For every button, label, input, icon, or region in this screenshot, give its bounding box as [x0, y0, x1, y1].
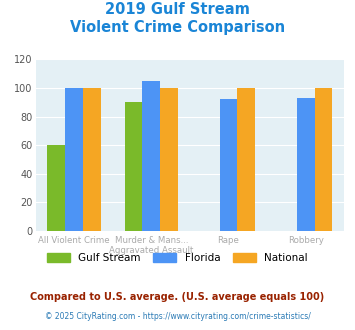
- Bar: [142, 81, 160, 231]
- Text: All Violent Crime: All Violent Crime: [38, 236, 110, 245]
- Text: Compared to U.S. average. (U.S. average equals 100): Compared to U.S. average. (U.S. average …: [31, 292, 324, 302]
- Bar: [65, 88, 83, 231]
- Bar: [297, 98, 315, 231]
- Bar: [220, 99, 237, 231]
- Text: © 2025 CityRating.com - https://www.cityrating.com/crime-statistics/: © 2025 CityRating.com - https://www.city…: [45, 312, 310, 321]
- Text: 2019 Gulf Stream: 2019 Gulf Stream: [105, 2, 250, 16]
- Bar: [125, 102, 142, 231]
- Bar: [160, 88, 178, 231]
- Bar: [315, 88, 332, 231]
- Bar: [237, 88, 255, 231]
- Text: Rape: Rape: [218, 236, 240, 245]
- Bar: [48, 145, 65, 231]
- Bar: [83, 88, 101, 231]
- Text: Aggravated Assault: Aggravated Assault: [109, 246, 193, 255]
- Legend: Gulf Stream, Florida, National: Gulf Stream, Florida, National: [43, 248, 312, 267]
- Text: Murder & Mans...: Murder & Mans...: [115, 236, 188, 245]
- Text: Robbery: Robbery: [288, 236, 324, 245]
- Text: Violent Crime Comparison: Violent Crime Comparison: [70, 20, 285, 35]
